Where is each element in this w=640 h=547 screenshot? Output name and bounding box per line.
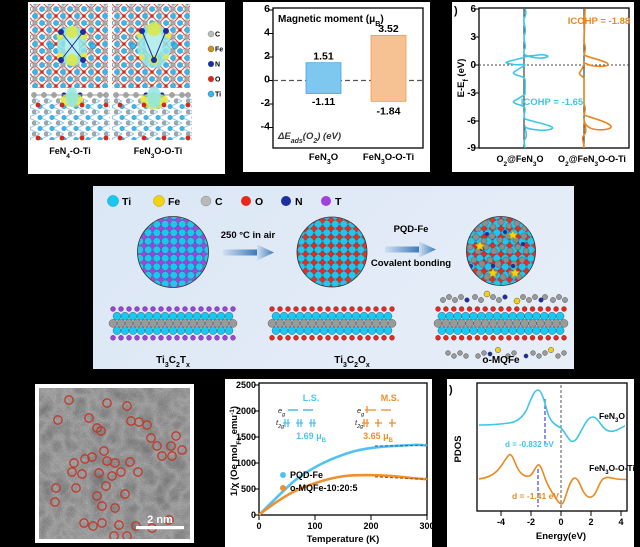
svg-text:4: 4 — [618, 517, 623, 527]
svg-text:PQD-Fe: PQD-Fe — [394, 224, 429, 235]
svg-text:Ti: Ti — [215, 92, 221, 99]
svg-text:300: 300 — [419, 521, 432, 531]
svg-text:T: T — [335, 196, 342, 208]
svg-text:Ti: Ti — [122, 196, 131, 208]
svg-text:100: 100 — [307, 521, 322, 531]
svg-text:Ti3C2Ox: Ti3C2Ox — [334, 355, 370, 369]
svg-text:FeN3O-O-Ti: FeN3O-O-Ti — [363, 152, 414, 166]
svg-text:Covalent bonding: Covalent bonding — [371, 258, 451, 269]
svg-text:O: O — [255, 196, 263, 208]
svg-text:Fe: Fe — [168, 196, 180, 208]
svg-text:Temperature (K): Temperature (K) — [307, 534, 380, 545]
svg-text:0: 0 — [558, 517, 563, 527]
svg-text:6: 6 — [264, 3, 270, 15]
svg-text:O2@FeN3O: O2@FeN3O — [496, 154, 543, 168]
svg-text:o-MQFe-10:20:5: o-MQFe-10:20:5 — [290, 483, 358, 493]
svg-text:2 nm: 2 nm — [147, 514, 173, 526]
svg-text:C: C — [215, 196, 223, 208]
svg-text:1.51: 1.51 — [313, 51, 334, 63]
svg-text:PQD-Fe: PQD-Fe — [290, 470, 323, 480]
svg-text:d = -0.832 eV: d = -0.832 eV — [505, 440, 554, 449]
svg-text:-1.84: -1.84 — [377, 106, 401, 118]
svg-text:C: C — [215, 32, 220, 39]
svg-text:): ) — [454, 5, 458, 17]
svg-text:2: 2 — [588, 517, 593, 527]
svg-text:PDOS: PDOS — [453, 436, 464, 463]
svg-text:L.S.: L.S. — [303, 393, 320, 403]
svg-text:-1.11: -1.11 — [312, 96, 336, 108]
svg-text:250 °C in air: 250 °C in air — [221, 230, 276, 241]
svg-text:2: 2 — [264, 50, 270, 62]
svg-text:O: O — [215, 77, 221, 84]
svg-text:-2: -2 — [261, 97, 270, 109]
svg-text:2500: 2500 — [236, 380, 256, 390]
svg-text:0: 0 — [264, 74, 270, 86]
svg-text:4: 4 — [264, 27, 270, 39]
svg-text:M.S.: M.S. — [381, 393, 400, 403]
svg-text:Fe: Fe — [215, 47, 223, 54]
svg-text:d = -1.41 eV: d = -1.41 eV — [512, 491, 559, 501]
svg-text:ICOHP = -1.88: ICOHP = -1.88 — [568, 16, 630, 27]
svg-text:FeN3O-O-Ti: FeN3O-O-Ti — [134, 146, 182, 160]
svg-text:0: 0 — [256, 521, 261, 531]
svg-text:): ) — [449, 384, 453, 396]
svg-text:FeN3O: FeN3O — [309, 152, 338, 166]
svg-text:O2@FeN3O-O-Ti: O2@FeN3O-O-Ti — [558, 154, 626, 168]
svg-text:-2: -2 — [527, 517, 535, 527]
svg-text:N: N — [215, 62, 220, 69]
svg-text:1/χ (Oe molFe emu-1): 1/χ (Oe molFe emu-1) — [229, 406, 243, 496]
svg-text:o-MQFe: o-MQFe — [482, 355, 520, 366]
svg-text:200: 200 — [363, 521, 378, 531]
svg-text:FeN4-O-Ti: FeN4-O-Ti — [49, 146, 90, 160]
svg-text:Ti3C2Tx: Ti3C2Tx — [156, 355, 190, 369]
svg-text:500: 500 — [241, 484, 256, 494]
svg-text:Energy(eV): Energy(eV) — [536, 531, 586, 542]
svg-text:N: N — [295, 196, 303, 208]
svg-text:-4: -4 — [497, 517, 505, 527]
svg-text:ICOHP = -1.65: ICOHP = -1.65 — [521, 97, 584, 108]
svg-text:-4: -4 — [261, 121, 270, 133]
